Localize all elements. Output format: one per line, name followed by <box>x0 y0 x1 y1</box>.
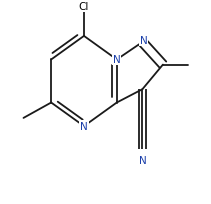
Text: N: N <box>80 122 88 131</box>
Text: N: N <box>139 155 146 165</box>
Text: N: N <box>113 55 121 65</box>
Text: N: N <box>139 36 147 46</box>
Text: Cl: Cl <box>79 2 89 12</box>
